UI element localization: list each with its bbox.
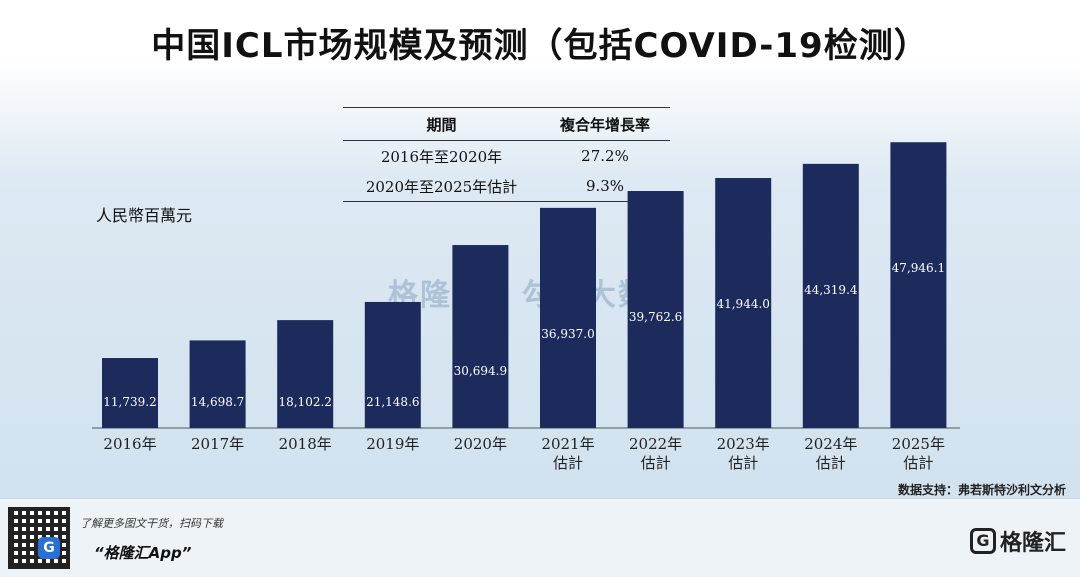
data-label: 21,148.6 xyxy=(366,395,419,409)
x-tick-label: 估計 xyxy=(903,454,933,472)
data-label: 30,694.9 xyxy=(454,364,507,378)
x-tick-label: 2022年 xyxy=(629,435,682,453)
download-hint: 了解更多图文干货，扫码下载 xyxy=(80,517,223,530)
data-label: 47,946.1 xyxy=(892,261,945,275)
brand-logo: G 格隆汇 xyxy=(969,525,1066,557)
brand-name: 格隆汇 xyxy=(999,531,1066,556)
x-tick-label: 估計 xyxy=(728,454,758,472)
cagr-header-rate: 複合年增長率 xyxy=(540,107,670,141)
y-unit-label: 人民幣百萬元 xyxy=(96,206,193,225)
bar xyxy=(364,301,421,428)
qr-badge-icon: G xyxy=(38,537,60,559)
x-tick-label: 2016年 xyxy=(103,435,156,453)
x-tick-label: 估計 xyxy=(553,454,583,472)
bar xyxy=(452,245,509,428)
data-label: 44,319.4 xyxy=(804,283,858,297)
footer-bar: G 了解更多图文干货，扫码下载 “格隆汇App” G 格隆汇 xyxy=(0,498,1080,577)
data-label: 18,102.2 xyxy=(278,395,331,409)
x-tick-label: 2019年 xyxy=(366,435,419,453)
data-label: 41,944.0 xyxy=(716,297,769,311)
cagr-period-cell: 2016年至2020年 xyxy=(380,147,503,166)
bar xyxy=(802,163,859,428)
data-label: 14,698.7 xyxy=(191,395,244,409)
cagr-rate-cell: 27.2% xyxy=(581,147,629,165)
bar xyxy=(627,191,684,428)
bar xyxy=(890,142,947,428)
bar xyxy=(277,320,334,428)
data-label: 36,937.0 xyxy=(541,327,594,341)
cagr-table-header-row: 期間 複合年增長率 xyxy=(343,107,670,141)
bar xyxy=(102,358,158,428)
cagr-header-period: 期間 xyxy=(343,107,540,141)
x-tick-label: 2018年 xyxy=(279,435,332,453)
bar xyxy=(715,178,772,428)
x-tick-label: 2017年 xyxy=(191,435,244,453)
x-tick-label: 2020年 xyxy=(454,435,507,453)
cagr-table: 期間 複合年增長率 2016年至2020年 27.2% 2020年至2025年估… xyxy=(343,107,670,202)
app-name: “格隆汇App” xyxy=(94,544,192,562)
cagr-period-cell: 2020年至2025年估計 xyxy=(343,171,540,202)
table-row: 2020年至2025年估計 9.3% xyxy=(343,171,670,202)
x-tick-label: 估計 xyxy=(816,454,846,472)
x-tick-label: 2023年 xyxy=(717,435,770,453)
x-tick-label: 2021年 xyxy=(541,435,594,453)
table-row: 2016年至2020年 27.2% xyxy=(343,141,670,172)
bar xyxy=(189,340,246,428)
data-label: 11,739.2 xyxy=(103,395,156,409)
bar xyxy=(540,207,596,428)
brand-g-icon: G xyxy=(969,528,996,554)
chart-title: 中国ICL市场规模及预测（包括COVID-19检测） xyxy=(151,26,929,66)
x-tick-label: 估計 xyxy=(641,454,671,472)
x-tick-label: 2025年 xyxy=(892,435,945,453)
source-note: 数据支持：弗若斯特沙利文分析 xyxy=(897,483,1066,497)
qr-code[interactable]: G xyxy=(8,507,70,569)
bar-chart: 11,739.2 2016年 14,698.7 2017年 18,102.2 2018年 2… xyxy=(92,142,960,472)
data-label: 39,762.6 xyxy=(629,310,682,324)
x-tick-label: 2024年 xyxy=(804,435,857,453)
